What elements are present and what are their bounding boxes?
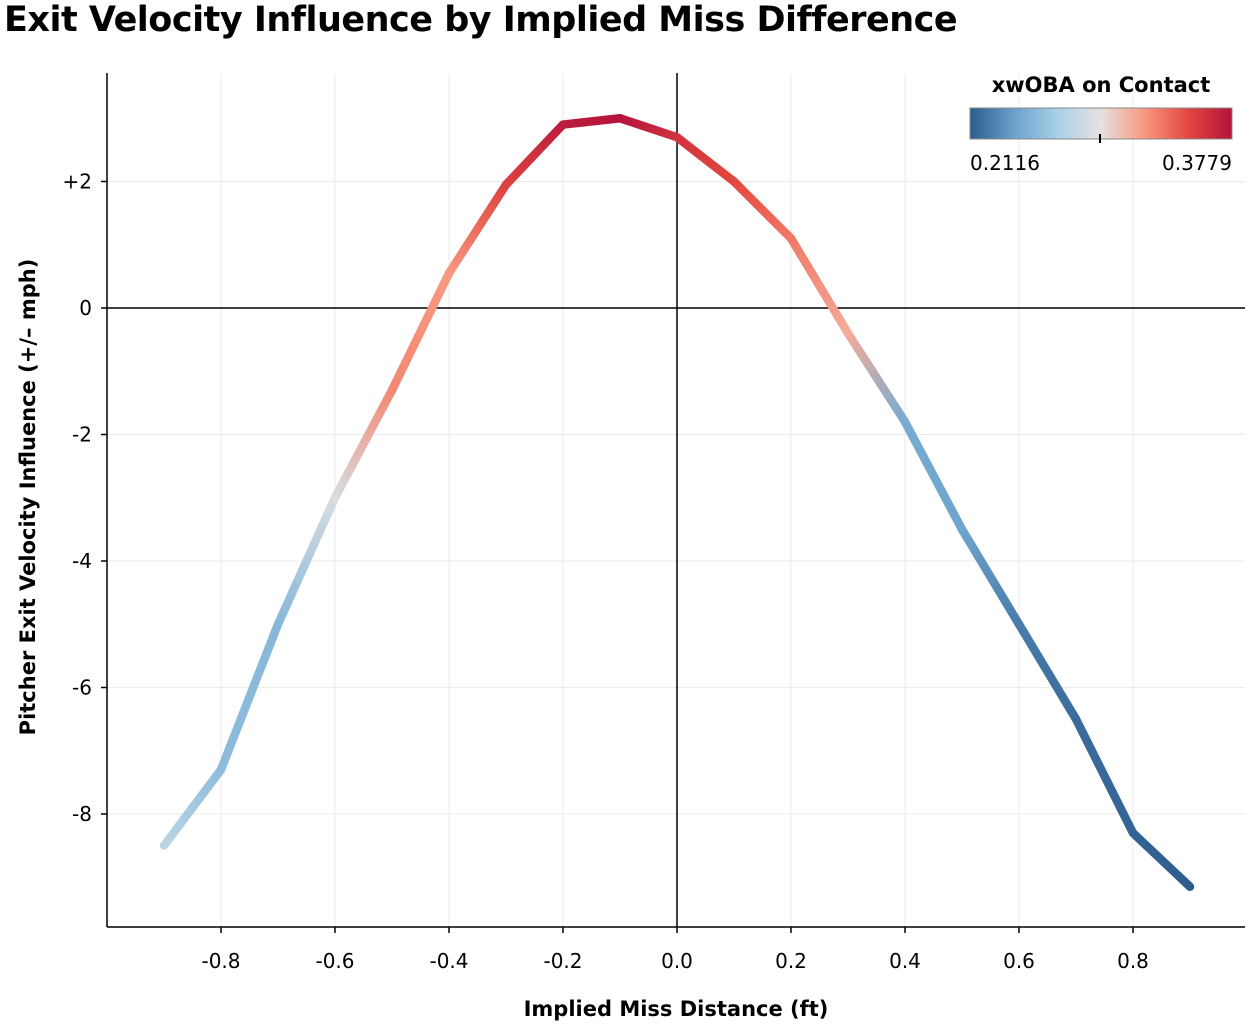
line-segment — [729, 177, 796, 243]
y-tick-label: -6 — [72, 676, 92, 700]
x-tick-label: -0.6 — [315, 949, 354, 973]
line-segment — [900, 417, 967, 534]
line-segment — [672, 132, 739, 186]
x-tick-label: 0.2 — [775, 949, 807, 973]
line-segment — [558, 114, 625, 129]
line-segment — [615, 114, 682, 142]
y-axis-title: Pitcher Exit Velocity Influence (+/– mph… — [16, 259, 40, 736]
line-segment — [957, 525, 1024, 629]
line-segment — [501, 120, 568, 189]
x-tick-label: -0.2 — [543, 949, 582, 973]
line-segment — [444, 180, 511, 278]
x-tick-label: 0.0 — [661, 949, 693, 973]
legend-min-label: 0.2116 — [970, 151, 1040, 175]
line-segment — [159, 765, 226, 850]
line-segment — [387, 268, 454, 395]
line-segment — [1128, 828, 1195, 891]
gridlines — [107, 73, 1245, 927]
line-segment — [1071, 714, 1138, 838]
y-tick-label: 0 — [79, 296, 92, 320]
y-tick-label: -2 — [72, 423, 92, 447]
y-axis-ticks: +2 0 -2 -4 -6 -8 — [63, 170, 107, 826]
x-tick-label: 0.8 — [1117, 949, 1149, 973]
line-segment — [330, 385, 397, 502]
reference-lines — [107, 73, 1245, 927]
legend-color-bar — [969, 107, 1233, 140]
y-tick-label: +2 — [63, 170, 92, 194]
legend-title: xwOBA on Contact — [992, 73, 1211, 97]
line-segment — [786, 234, 853, 338]
series-line — [159, 114, 1195, 891]
x-axis-ticks: -0.8 -0.6 -0.4 -0.2 0.0 0.2 0.4 0.6 0.8 — [201, 927, 1149, 973]
x-axis-title: Implied Miss Distance (ft) — [524, 997, 829, 1021]
x-tick-label: 0.6 — [1003, 949, 1035, 973]
x-tick-label: -0.8 — [201, 949, 240, 973]
y-tick-label: -4 — [72, 549, 92, 573]
legend-max-label: 0.3779 — [1162, 151, 1232, 175]
line-segment — [843, 329, 910, 427]
color-legend: xwOBA on Contact 0.2116 0.3779 — [969, 73, 1233, 175]
line-segment — [216, 620, 283, 774]
line-segment — [1014, 620, 1081, 724]
x-tick-label: 0.4 — [889, 949, 921, 973]
chart-title: Exit Velocity Influence by Implied Miss … — [4, 0, 958, 40]
axes — [106, 73, 1245, 928]
line-segment — [273, 493, 340, 629]
x-tick-label: -0.4 — [429, 949, 468, 973]
y-tick-label: -8 — [72, 802, 92, 826]
